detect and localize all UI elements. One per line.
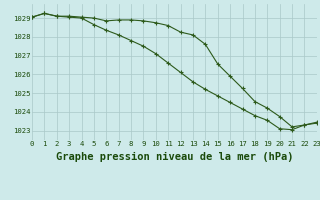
X-axis label: Graphe pression niveau de la mer (hPa): Graphe pression niveau de la mer (hPa) <box>56 152 293 162</box>
